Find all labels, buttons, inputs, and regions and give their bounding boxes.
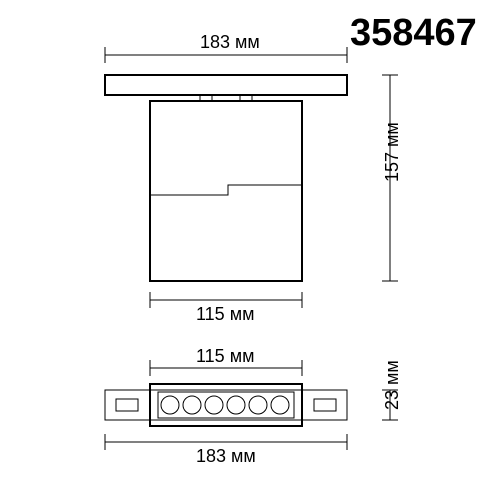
bottom-view: 115 мм 23 мм 183 мм xyxy=(105,346,402,466)
led-hole xyxy=(183,396,201,414)
led-holes xyxy=(161,396,289,414)
top-view: 183 мм 157 мм 115 мм xyxy=(105,32,402,324)
svg-text:183 мм: 183 мм xyxy=(196,446,256,466)
dim-bottom-115: 115 мм xyxy=(150,292,302,324)
dim-b-right-23: 23 мм xyxy=(382,360,402,420)
svg-text:115 мм: 115 мм xyxy=(196,346,254,366)
svg-text:183 мм: 183 мм xyxy=(200,32,260,52)
body-step-line xyxy=(150,185,302,195)
dim-right-157: 157 мм xyxy=(382,75,402,281)
tab-left xyxy=(116,399,138,411)
led-hole xyxy=(249,396,267,414)
dim-top-183: 183 мм xyxy=(105,32,347,63)
led-hole xyxy=(271,396,289,414)
dim-b-bottom-183: 183 мм xyxy=(105,434,347,466)
dim-b-top-115: 115 мм xyxy=(150,346,302,376)
svg-text:23 мм: 23 мм xyxy=(382,360,402,410)
mount-bar xyxy=(105,75,347,95)
body-outline xyxy=(150,101,302,281)
inner-window xyxy=(158,392,294,418)
svg-text:115 мм: 115 мм xyxy=(196,304,254,324)
svg-text:157 мм: 157 мм xyxy=(382,122,402,182)
outer-rail xyxy=(105,390,347,420)
technical-drawing: 358467 183 мм 157 мм 115 мм 115 мм 23 мм… xyxy=(0,0,500,500)
led-hole xyxy=(161,396,179,414)
tab-right xyxy=(314,399,336,411)
led-hole xyxy=(227,396,245,414)
sku-number: 358467 xyxy=(350,12,477,54)
led-hole xyxy=(205,396,223,414)
